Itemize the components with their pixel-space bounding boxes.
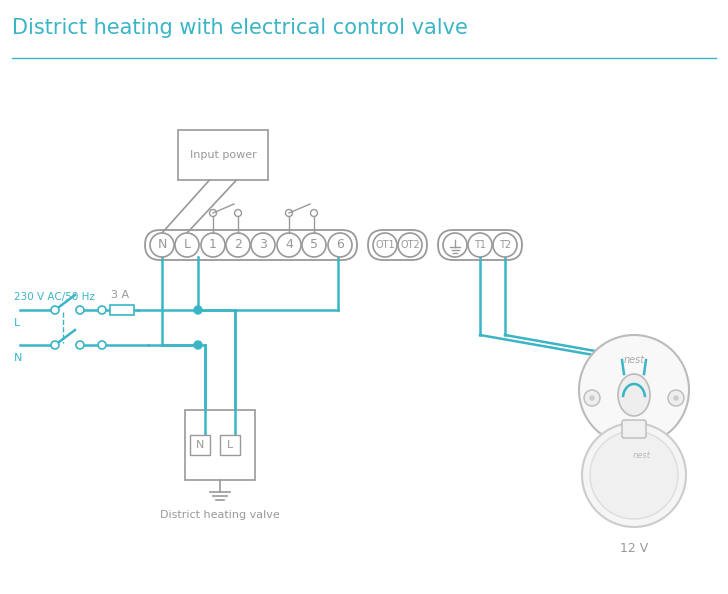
Circle shape — [590, 431, 678, 519]
Circle shape — [493, 233, 517, 257]
Text: District heating valve: District heating valve — [160, 510, 280, 520]
Circle shape — [194, 341, 202, 349]
Text: Input power: Input power — [189, 150, 256, 160]
Circle shape — [311, 210, 317, 216]
Circle shape — [194, 306, 202, 314]
FancyBboxPatch shape — [185, 410, 255, 480]
Text: 3: 3 — [259, 239, 267, 251]
Text: L: L — [183, 239, 191, 251]
Circle shape — [328, 233, 352, 257]
Circle shape — [277, 233, 301, 257]
Circle shape — [98, 341, 106, 349]
Text: 12 V: 12 V — [620, 542, 648, 555]
FancyBboxPatch shape — [178, 130, 268, 180]
FancyBboxPatch shape — [190, 435, 210, 455]
FancyBboxPatch shape — [368, 230, 427, 260]
Circle shape — [468, 233, 492, 257]
Circle shape — [590, 396, 594, 400]
Circle shape — [398, 233, 422, 257]
Text: 230 V AC/50 Hz: 230 V AC/50 Hz — [14, 292, 95, 302]
FancyBboxPatch shape — [622, 420, 646, 438]
Text: 1: 1 — [209, 239, 217, 251]
Text: L: L — [227, 440, 233, 450]
Text: N: N — [157, 239, 167, 251]
Circle shape — [579, 335, 689, 445]
Text: 5: 5 — [310, 239, 318, 251]
FancyBboxPatch shape — [438, 230, 522, 260]
Ellipse shape — [618, 374, 650, 416]
Circle shape — [668, 390, 684, 406]
Text: N: N — [196, 440, 204, 450]
Text: nest: nest — [633, 450, 651, 460]
FancyBboxPatch shape — [110, 305, 134, 315]
Circle shape — [51, 306, 59, 314]
Circle shape — [582, 423, 686, 527]
Circle shape — [251, 233, 275, 257]
Circle shape — [443, 233, 467, 257]
Circle shape — [98, 306, 106, 314]
Text: nest: nest — [623, 355, 644, 365]
Text: 2: 2 — [234, 239, 242, 251]
Text: N: N — [14, 353, 23, 363]
Circle shape — [234, 210, 242, 216]
Text: T1: T1 — [474, 240, 486, 250]
Circle shape — [210, 210, 216, 216]
Circle shape — [76, 306, 84, 314]
Text: L: L — [14, 318, 20, 328]
Text: OT2: OT2 — [400, 240, 420, 250]
FancyBboxPatch shape — [220, 435, 240, 455]
Circle shape — [373, 233, 397, 257]
Text: 3 A: 3 A — [111, 290, 129, 300]
Circle shape — [51, 341, 59, 349]
Text: T2: T2 — [499, 240, 511, 250]
Circle shape — [302, 233, 326, 257]
Circle shape — [150, 233, 174, 257]
Circle shape — [674, 396, 678, 400]
Text: 6: 6 — [336, 239, 344, 251]
Circle shape — [226, 233, 250, 257]
FancyBboxPatch shape — [145, 230, 357, 260]
Circle shape — [76, 341, 84, 349]
Circle shape — [201, 233, 225, 257]
Circle shape — [584, 390, 600, 406]
Text: OT1: OT1 — [375, 240, 395, 250]
Text: 4: 4 — [285, 239, 293, 251]
Text: District heating with electrical control valve: District heating with electrical control… — [12, 18, 468, 38]
Circle shape — [175, 233, 199, 257]
Circle shape — [285, 210, 293, 216]
